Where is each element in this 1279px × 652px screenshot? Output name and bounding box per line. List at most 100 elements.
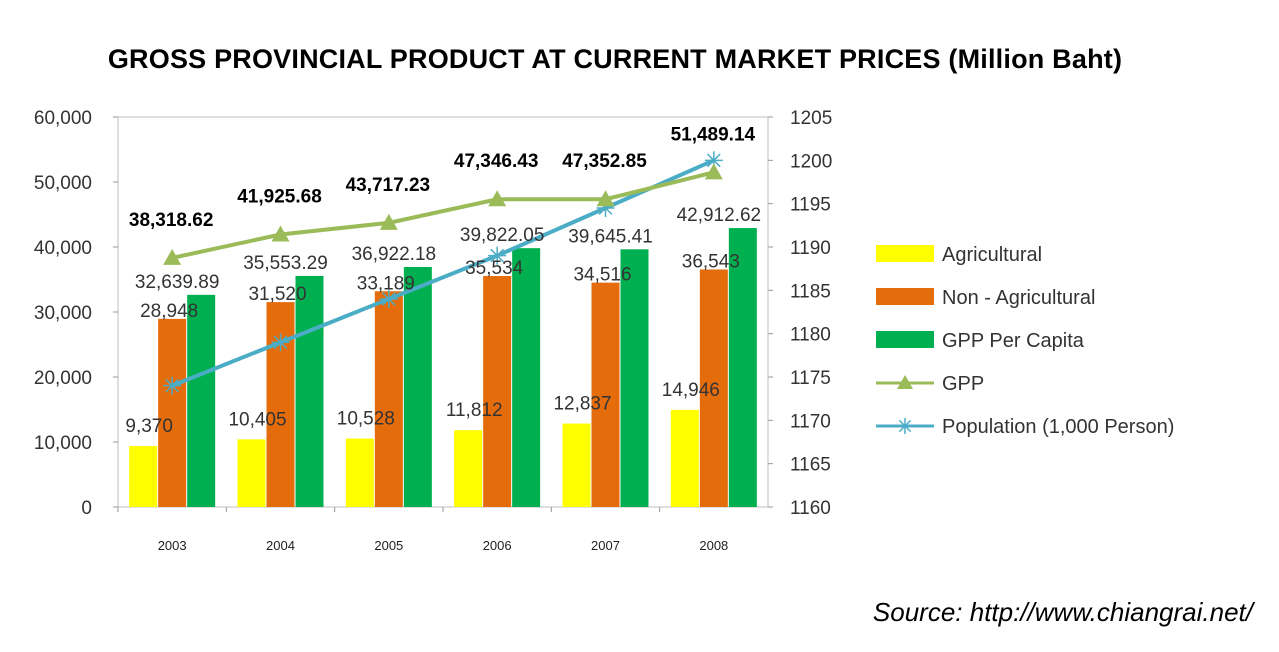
chart-title: GROSS PROVINCIAL PRODUCT AT CURRENT MARK… [107, 44, 1123, 74]
legend-label: Non - Agricultural [942, 287, 1095, 309]
data-label-gpp: 43,717.23 [346, 175, 431, 196]
bar-non-agricultural [374, 291, 403, 507]
marker-gpp [379, 213, 398, 230]
legend-label: GPP [942, 373, 984, 395]
y2-tick-label: 1190 [790, 238, 831, 259]
bar-non-agricultural [591, 282, 620, 507]
y-axis-right: 1160 1165 1170 1175 1180 1185 1190 1195 1200 1205 [768, 108, 832, 519]
data-label-agricultural: 10,528 [337, 409, 395, 430]
data-labels-group: 9,370 10,405 10,528 11,812 12,837 14,946 28,94… [125, 124, 761, 437]
data-label-gpp: 47,352.85 [562, 151, 647, 172]
data-label-non-agricultural: 36,543 [682, 251, 740, 272]
data-label-gpp-per-capita: 36,922.18 [352, 244, 437, 265]
bar-non-agricultural [699, 269, 728, 507]
data-label-agricultural: 9,370 [125, 416, 173, 437]
bar-agricultural [670, 409, 699, 507]
bar-series-group [129, 228, 757, 507]
y2-tick-label: 1175 [790, 368, 831, 389]
data-label-non-agricultural: 34,516 [573, 265, 631, 286]
bar-agricultural [237, 439, 266, 507]
bar-agricultural [454, 430, 483, 507]
data-label-gpp: 38,318.62 [129, 210, 214, 231]
y-tick-label: 30,000 [34, 303, 92, 324]
line-gpp [171, 170, 715, 260]
marker-gpp [704, 163, 723, 180]
y2-tick-label: 1180 [790, 325, 831, 346]
legend: Agricultural Non - Agricultural GPP Per Ca… [876, 244, 1174, 438]
bar-agricultural [345, 438, 374, 507]
legend-marker-asterisk [897, 418, 913, 434]
legend-swatch [876, 288, 934, 305]
source-note: Source: http://www.chiangrai.net/ [872, 597, 1253, 627]
y-tick-label: 20,000 [34, 368, 92, 389]
line-population [171, 158, 715, 388]
y2-tick-label: 1185 [790, 281, 831, 302]
y2-tick-label: 1170 [790, 411, 831, 432]
marker-gpp [596, 190, 615, 207]
data-label-gpp-per-capita: 39,822.05 [460, 225, 545, 246]
bar-non-agricultural [266, 302, 295, 507]
y2-tick-label: 1160 [790, 498, 831, 519]
bar-gpp-per-capita [295, 275, 324, 507]
marker-gpp [271, 225, 290, 242]
x-tick-label: 2007 [591, 538, 620, 553]
x-tick-label: 2008 [699, 538, 728, 553]
legend-label: GPP Per Capita [942, 330, 1085, 352]
marker-gpp [488, 190, 507, 207]
y2-tick-label: 1195 [790, 195, 831, 216]
marker-population [379, 290, 398, 308]
data-label-gpp: 51,489.14 [671, 124, 756, 145]
legend-marker-asterisk-stroke [898, 419, 912, 433]
data-label-gpp-per-capita: 39,645.41 [568, 226, 653, 247]
x-axis: 2003 2004 2005 2006 2007 2008 [117, 507, 728, 553]
y2-tick-label: 1205 [790, 108, 832, 129]
marker-population-stroke [490, 248, 505, 263]
y-tick-label: 0 [81, 498, 92, 519]
marker-population [488, 246, 507, 265]
data-label-non-agricultural: 31,520 [248, 284, 306, 305]
bar-gpp-per-capita [512, 248, 541, 507]
legend-marker-triangle [897, 375, 913, 389]
plot-area-border [117, 116, 769, 508]
y-axis-left: 0 10,000 20,000 30,000 40,000 50,000 60,000 [34, 108, 118, 519]
bar-non-agricultural [483, 276, 512, 507]
y-tick-label: 60,000 [34, 108, 92, 129]
bar-gpp-per-capita [187, 294, 216, 507]
data-label-gpp-per-capita: 35,553.29 [243, 253, 328, 274]
marker-gpp [163, 248, 182, 265]
data-label-agricultural: 10,405 [228, 409, 286, 430]
y-tick-label: 50,000 [34, 173, 92, 194]
bar-non-agricultural [158, 318, 187, 507]
bar-gpp-per-capita [728, 228, 757, 507]
marker-population-stroke [273, 335, 288, 350]
marker-population [704, 151, 723, 170]
data-label-non-agricultural: 33,189 [357, 273, 415, 294]
y-tick-label: 40,000 [34, 238, 92, 259]
x-tick-label: 2006 [483, 538, 512, 553]
x-tick-label: 2005 [374, 538, 403, 553]
bar-gpp-per-capita [403, 267, 432, 507]
legend-label: Agricultural [942, 244, 1042, 266]
marker-population [163, 376, 182, 395]
y-tick-label: 10,000 [34, 433, 92, 454]
data-label-gpp-per-capita: 42,912.62 [677, 205, 762, 226]
data-label-agricultural: 14,946 [662, 380, 720, 401]
data-label-gpp: 41,925.68 [237, 186, 322, 207]
bar-agricultural [129, 446, 158, 507]
marker-population-stroke [165, 378, 180, 393]
data-label-non-agricultural: 28,948 [140, 301, 198, 322]
legend-label: Population (1,000 Person) [942, 416, 1174, 438]
marker-population [271, 333, 290, 352]
data-label-non-agricultural: 35,534 [465, 258, 524, 279]
x-tick-label: 2004 [266, 538, 295, 553]
bar-agricultural [562, 423, 591, 507]
data-label-agricultural: 11,812 [446, 400, 503, 421]
line-series-group [163, 151, 723, 395]
data-label-gpp-per-capita: 32,639.89 [135, 272, 220, 293]
marker-population-stroke [381, 292, 396, 306]
legend-swatch [876, 245, 934, 262]
data-label-gpp: 47,346.43 [454, 151, 539, 172]
x-tick-label: 2003 [158, 538, 187, 553]
legend-swatch [876, 331, 934, 348]
